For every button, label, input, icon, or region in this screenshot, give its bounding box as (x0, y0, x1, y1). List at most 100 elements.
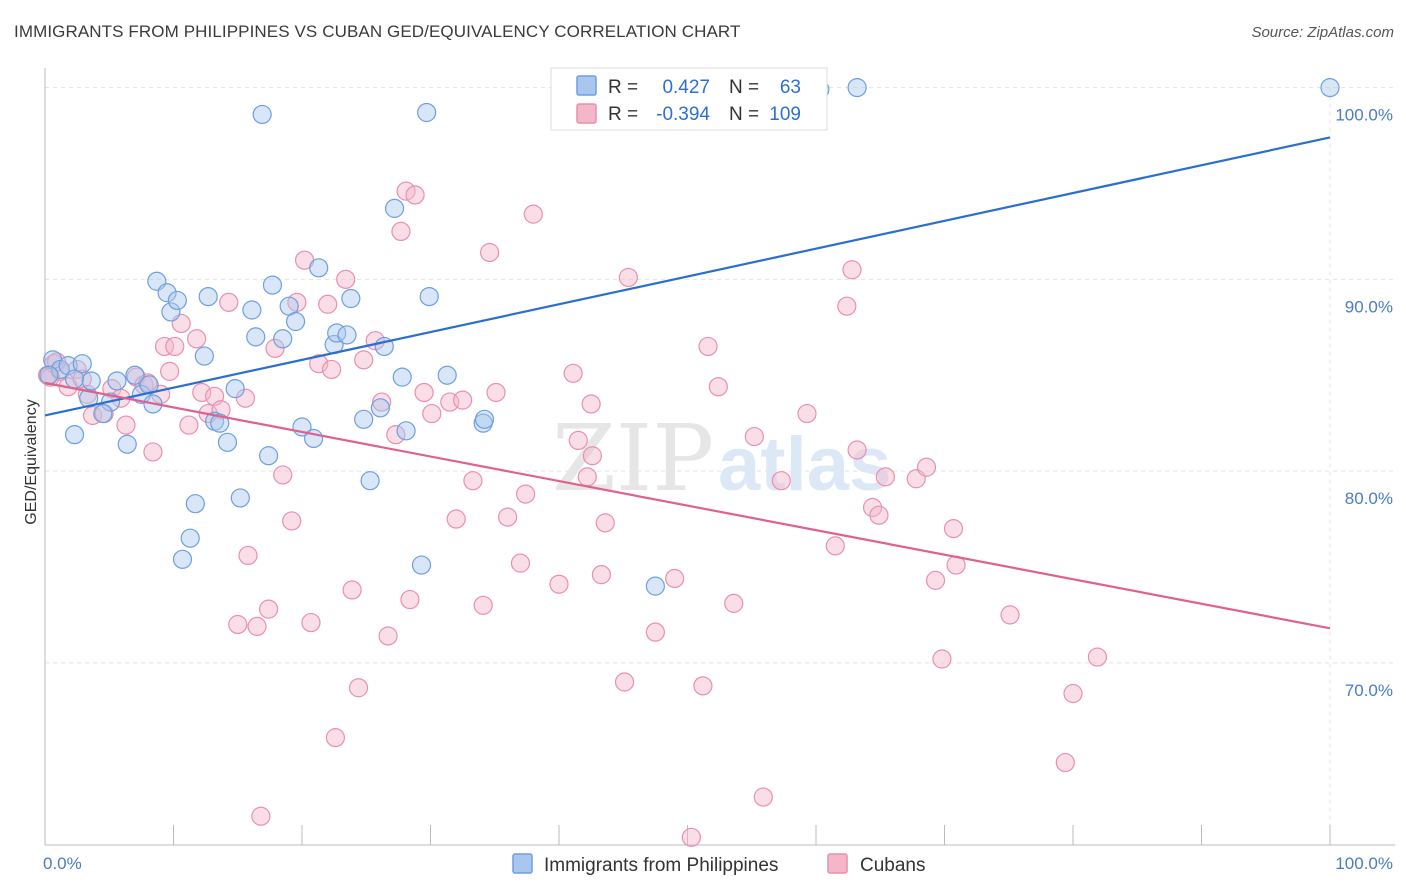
philippines-point (107, 371, 127, 391)
legend-r-value: 0.427 (662, 77, 710, 98)
legend-swatch-cubans (576, 103, 597, 124)
philippines-points (39, 77, 1340, 596)
philippines-point (262, 275, 283, 295)
cubans-point (847, 440, 867, 460)
philippines-point (217, 432, 238, 452)
cubans-point (318, 294, 338, 314)
philippines-point (384, 198, 405, 218)
philippines-point (225, 379, 245, 399)
cubans-point (825, 536, 845, 556)
axes (44, 68, 1395, 846)
philippines-point (370, 398, 390, 418)
legend-r-label: R = (608, 104, 638, 125)
x-tick-label: 100.0% (1335, 854, 1393, 873)
cubans-point (154, 336, 175, 357)
philippines-point (285, 311, 306, 332)
philippines-point (185, 494, 205, 514)
cubans-point (665, 568, 685, 589)
cubans-point (386, 425, 406, 445)
cubans-point (219, 292, 239, 312)
cubans-point (577, 467, 597, 487)
cubans-point (414, 382, 434, 403)
cubans-point (453, 390, 473, 410)
cubans-point (595, 513, 615, 533)
philippines-point (93, 403, 113, 424)
cubans-point (235, 388, 256, 408)
cubans-point (842, 260, 862, 280)
cubans-point (391, 221, 411, 241)
cubans-point (614, 672, 635, 692)
legend-n-value: 63 (780, 77, 801, 98)
philippines-point (354, 409, 374, 429)
philippines-point (194, 346, 214, 366)
philippines-point (157, 283, 177, 303)
cubans-point (568, 430, 588, 451)
cubans-point (932, 649, 952, 669)
cubans-point (486, 382, 506, 403)
cubans-point (405, 185, 425, 205)
cubans-point (837, 296, 857, 316)
y-tick-label: 70.0% (1345, 681, 1393, 700)
cubans-point (480, 242, 500, 263)
trend-lines (44, 136, 1331, 630)
philippines-point (242, 300, 262, 320)
cubans-point (372, 392, 392, 412)
chart-title: IMMIGRANTS FROM PHILIPPINES VS CUBAN GED… (14, 22, 741, 41)
philippines-point (392, 367, 412, 387)
cubans-point (321, 359, 342, 380)
y-axis-title: GED/Equivalency (23, 399, 40, 524)
cubans-point (875, 467, 895, 487)
cubans-point (916, 457, 937, 477)
cubans-point (463, 471, 483, 491)
philippines-point (81, 371, 101, 391)
legend-box (550, 67, 828, 131)
philippines-point (337, 325, 357, 345)
cubans-point (446, 509, 466, 529)
cubans-point (724, 593, 744, 613)
bottom-legend-swatch-philippines (512, 853, 533, 874)
cubans-point (708, 377, 728, 397)
cubans-point (265, 338, 285, 358)
source-label: Source: ZipAtlas.com (1251, 24, 1394, 41)
philippines-point (1320, 77, 1340, 98)
watermark: ZIP atlas (552, 405, 891, 512)
cubans-point (228, 614, 248, 635)
cubans-point (582, 446, 603, 466)
cubans-point (797, 403, 817, 424)
philippines-point (161, 302, 181, 322)
x-tick-labels: 0.0% 100.0% (43, 854, 1393, 873)
cubans-point (1000, 605, 1020, 625)
cubans-point (342, 580, 362, 600)
cubans-point (869, 505, 889, 525)
philippines-point (198, 286, 218, 307)
cubans-point (143, 442, 163, 462)
philippines-point (172, 549, 193, 569)
legend-n-value: 109 (769, 104, 801, 125)
philippines-point (39, 365, 59, 385)
cubans-point (771, 471, 791, 491)
cubans-point (681, 827, 701, 847)
philippines-point (117, 434, 137, 454)
cubans-point (325, 728, 346, 748)
philippines-point (64, 425, 85, 445)
philippines-point (396, 421, 416, 441)
y-tick-labels: 70.0% 80.0% 90.0% 100.0% (1335, 106, 1393, 700)
legend: R = 0.427 N = 63 R = -0.394 N = 109 (550, 67, 828, 131)
y-tick-label: 90.0% (1345, 297, 1393, 316)
cubans-point (645, 622, 665, 642)
cubans-points (37, 181, 1108, 847)
cubans-point (247, 616, 267, 637)
cubans-point (192, 382, 212, 403)
legend-swatch-philippines (576, 75, 597, 96)
bottom-legend: Immigrants from Philippines Cubans (512, 853, 926, 876)
cubans-point (238, 545, 258, 566)
philippines-point (230, 488, 250, 508)
bottom-legend-swatch-cubans (827, 853, 848, 874)
cubans-point (400, 589, 420, 610)
philippines-point (437, 365, 457, 385)
philippines-point (419, 286, 439, 307)
cubans-point (510, 553, 531, 573)
bottom-legend-label-philippines: Immigrants from Philippines (544, 855, 778, 876)
cubans-point (354, 350, 374, 370)
